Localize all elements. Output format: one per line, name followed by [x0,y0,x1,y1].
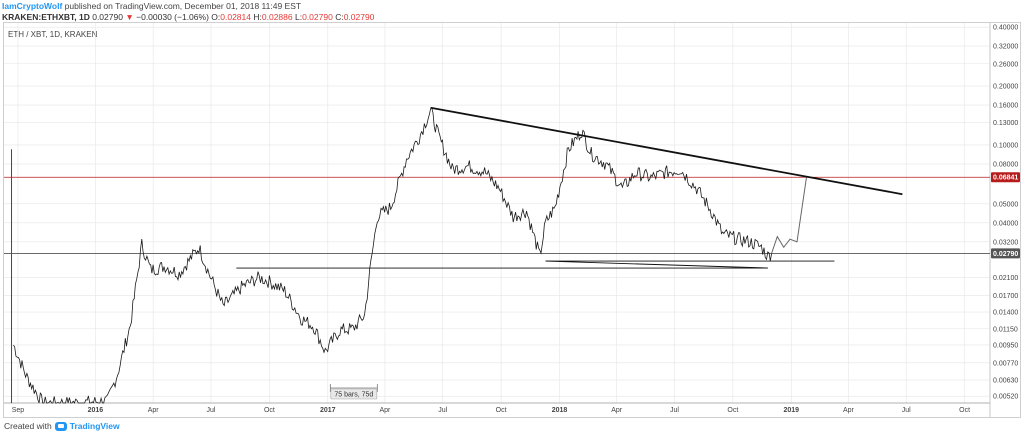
price-level-label-1: 0.02790 [993,251,1018,258]
price-level-badge-1 [991,248,1020,259]
close-key: C: [335,12,344,22]
x-tick-label-16: Oct [959,407,970,414]
y-tick-label-11: 0.02100 [993,275,1018,282]
high-value: 0.02886 [261,12,293,22]
x-tick-label-6: Apr [379,407,391,414]
y-tick-label-9: 0.04000 [993,220,1018,227]
price-change: −0.00030 (−1.06%) [136,12,209,22]
low-value: 0.02790 [302,12,333,22]
trendline-0 [430,106,903,196]
y-tick-label-3: 0.20000 [993,84,1018,91]
x-tick-label-7: Jul [438,407,447,414]
chart-frame[interactable] [3,22,1021,418]
high-key: H: [253,12,262,22]
y-tick-label-0: 0.40000 [993,25,1018,32]
x-tick-label-4: Oct [264,407,275,414]
tradingview-brand[interactable]: TradingView [69,421,120,431]
last-price: 0.02790 [92,12,123,22]
y-tick-label-18: 0.00520 [993,394,1018,401]
chart-legend-title: ETH / XBT, 1D, KRAKEN [8,30,98,39]
y-tick-label-2: 0.26000 [993,61,1018,68]
x-tick-label-12: Oct [727,407,738,414]
down-triangle-icon: ▼ [125,12,134,22]
x-tick-label-5: 2017 [320,407,336,414]
publish-info: published on TradingView.com, December 0… [64,1,302,11]
x-tick-label-11: Jul [670,407,679,414]
y-tick-label-8: 0.05000 [993,201,1018,208]
x-tick-label-8: Oct [496,407,507,414]
x-tick-label-15: Jul [902,407,911,414]
open-value: 0.02814 [220,12,251,22]
price-level-badge-0 [991,172,1020,183]
x-tick-label-9: 2018 [552,407,568,414]
x-tick-label-2: Apr [148,407,160,414]
y-tick-label-6: 0.10000 [993,142,1018,149]
y-tick-label-17: 0.00630 [993,377,1018,384]
symbol-label: KRAKEN:ETHXBT, 1D [2,12,90,22]
created-with-label: Created with [4,421,52,431]
y-tick-label-10: 0.03200 [993,239,1018,246]
x-tick-label-14: Apr [843,407,855,414]
x-tick-label-0: Sep [12,407,25,414]
y-tick-label-7: 0.08000 [993,161,1018,168]
measure-label: 75 bars, 75d [334,392,373,399]
footer: Created with TradingView [4,421,120,431]
y-tick-label-12: 0.01700 [993,293,1018,300]
y-tick-label-4: 0.16000 [993,103,1018,110]
x-tick-label-1: 2016 [88,407,104,414]
x-tick-label-10: Apr [611,407,623,414]
tradingview-logo-icon [54,421,67,431]
author-link[interactable]: IamCryptoWolf [2,1,63,11]
y-tick-label-15: 0.00950 [993,342,1018,349]
measure-label-box [330,388,378,400]
x-tick-label-13: 2019 [783,407,799,414]
close-value: 0.02790 [343,12,375,22]
x-tick-label-3: Jul [207,407,216,414]
y-tick-label-14: 0.01150 [993,326,1018,333]
price-level-label-0: 0.06841 [993,175,1018,182]
low-key: L: [294,12,303,22]
y-tick-label-5: 0.13000 [993,120,1018,127]
ohlc-line: KRAKEN:ETHXBT, 1D 0.02790 ▼ −0.00030 (−1… [2,12,374,23]
y-tick-label-13: 0.01400 [993,310,1018,317]
price-series [13,107,772,404]
y-tick-label-16: 0.00770 [993,360,1018,367]
open-key: O: [211,12,221,22]
y-tick-label-1: 0.32000 [993,44,1018,51]
projection-line [771,177,807,254]
publish-line: IamCryptoWolf published on TradingView.c… [2,1,301,12]
trendline-3 [545,260,768,269]
